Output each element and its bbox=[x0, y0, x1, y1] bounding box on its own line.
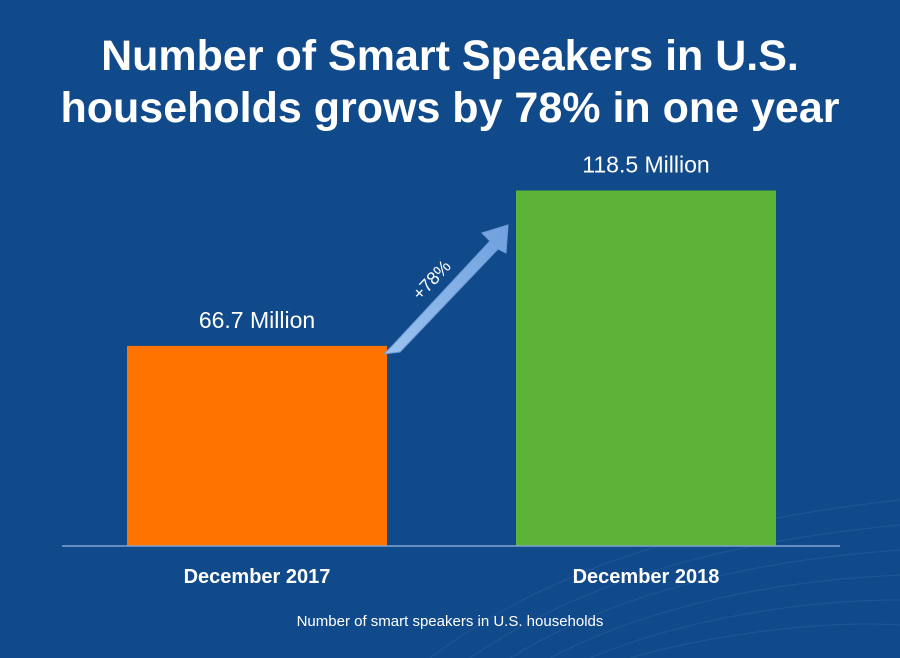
chart-caption: Number of smart speakers in U.S. househo… bbox=[296, 613, 604, 630]
growth-arrow-icon bbox=[382, 224, 509, 355]
data-label-2: 118.5 Million bbox=[582, 152, 709, 178]
x-tick-label-2: December 2018 bbox=[573, 566, 720, 588]
x-tick-label-1: December 2017 bbox=[184, 566, 331, 588]
chart-title: Number of Smart Speakers in U.S. househo… bbox=[60, 32, 840, 132]
background-waves bbox=[429, 499, 900, 658]
growth-arrow: +78% bbox=[382, 224, 509, 355]
bars-layer: 66.7 Million December 2017 118.5 Million De… bbox=[127, 152, 776, 588]
bar-2 bbox=[516, 190, 776, 546]
bar-1 bbox=[127, 345, 387, 546]
data-label-1: 66.7 Million bbox=[199, 307, 315, 333]
